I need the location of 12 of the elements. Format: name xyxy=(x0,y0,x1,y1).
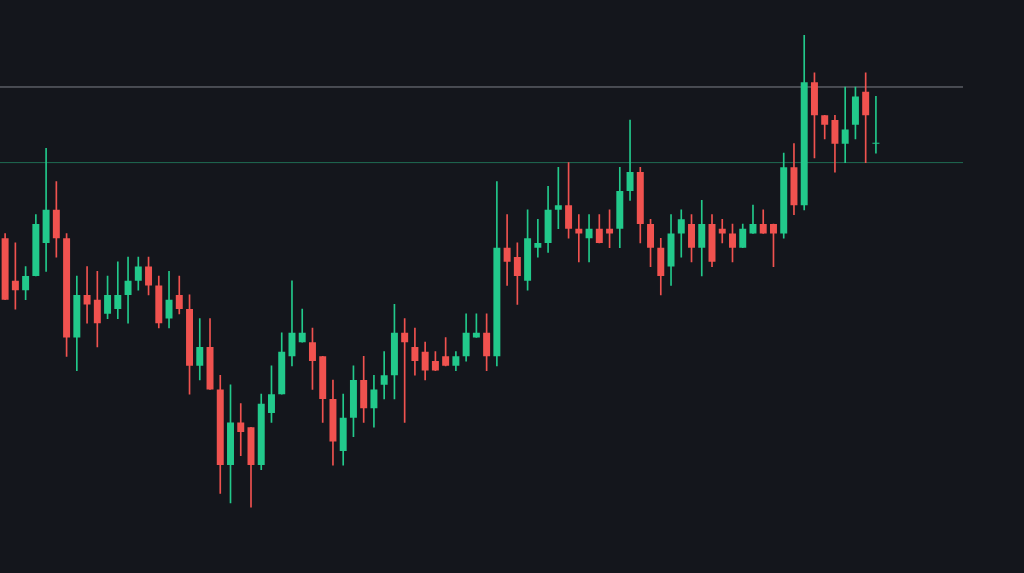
candlestick xyxy=(872,96,880,154)
candlestick xyxy=(841,86,849,163)
candlestick xyxy=(503,214,511,286)
candlestick xyxy=(626,119,634,201)
candlestick xyxy=(585,214,593,263)
candlestick xyxy=(83,266,91,324)
candlestick xyxy=(862,72,870,163)
candlestick xyxy=(534,218,542,258)
candlestick xyxy=(237,403,245,456)
candlestick xyxy=(114,261,122,319)
candlestick xyxy=(380,351,388,400)
candlestick xyxy=(124,256,132,324)
